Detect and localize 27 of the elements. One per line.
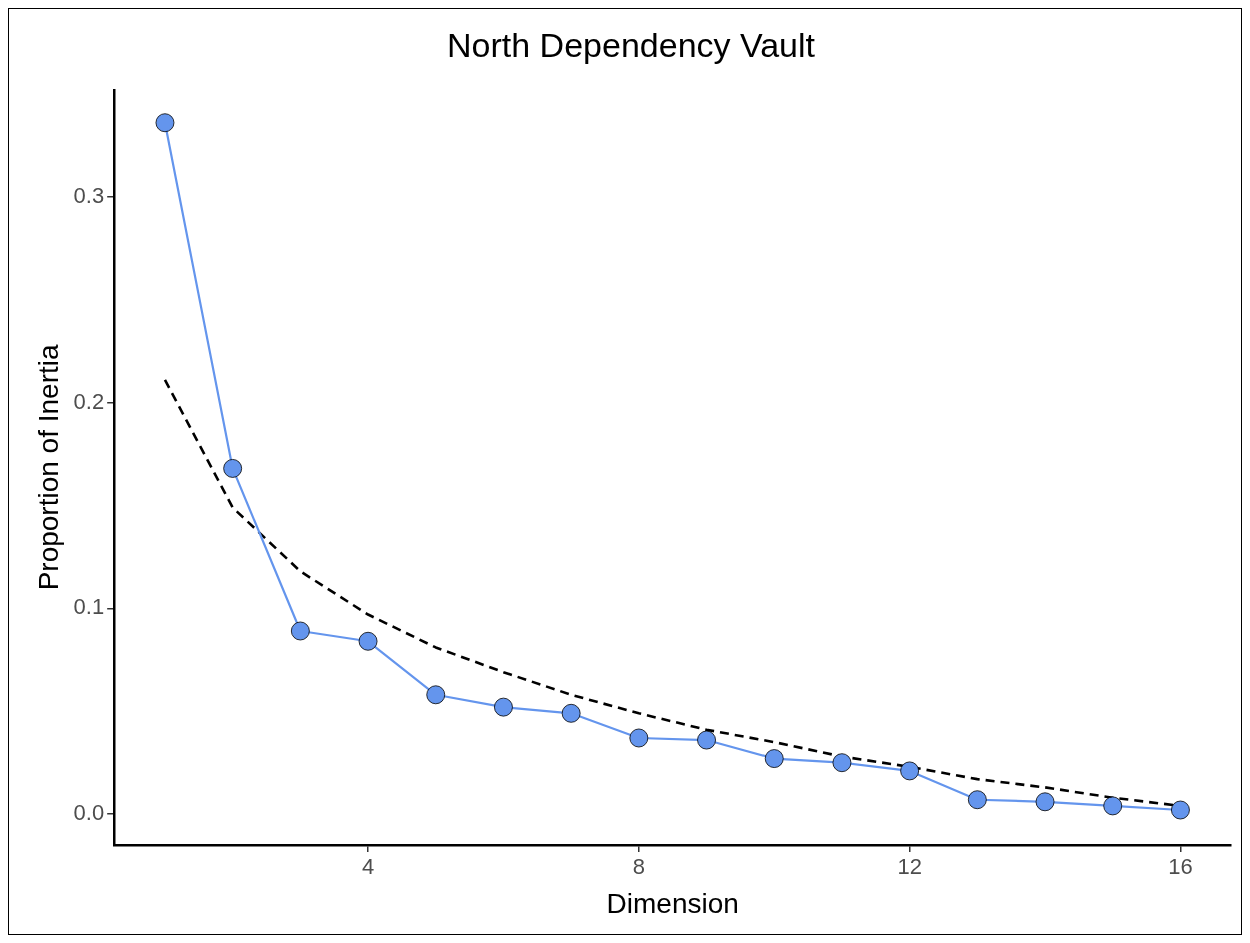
point bbox=[290, 621, 310, 641]
point bbox=[764, 749, 784, 768]
point bbox=[629, 728, 649, 748]
x-tick-label: 8 bbox=[632, 854, 645, 880]
point bbox=[967, 790, 987, 810]
x-tick-label: 12 bbox=[897, 854, 922, 880]
x-axis-title: Dimension bbox=[606, 887, 739, 919]
y-tick-label: 0.2 bbox=[73, 388, 105, 414]
y-tick-label: 0.1 bbox=[73, 594, 105, 620]
point bbox=[1103, 796, 1123, 816]
point bbox=[155, 113, 175, 133]
y-axis-title: Proportion of Inertia bbox=[32, 344, 64, 591]
point bbox=[426, 685, 446, 705]
y-tick-label: 0.3 bbox=[73, 182, 105, 208]
chart-title: North Dependency Vault bbox=[447, 25, 816, 64]
point bbox=[1171, 800, 1190, 820]
point bbox=[900, 761, 920, 781]
x-tick-label: 16 bbox=[1168, 854, 1193, 880]
point bbox=[561, 703, 581, 723]
point bbox=[832, 753, 852, 773]
point bbox=[697, 730, 716, 750]
x-tick-label: 4 bbox=[361, 854, 375, 880]
y-tick-label: 0.0 bbox=[73, 800, 105, 826]
point bbox=[358, 631, 378, 651]
point bbox=[494, 697, 513, 717]
point bbox=[223, 459, 243, 478]
point bbox=[1035, 792, 1055, 812]
